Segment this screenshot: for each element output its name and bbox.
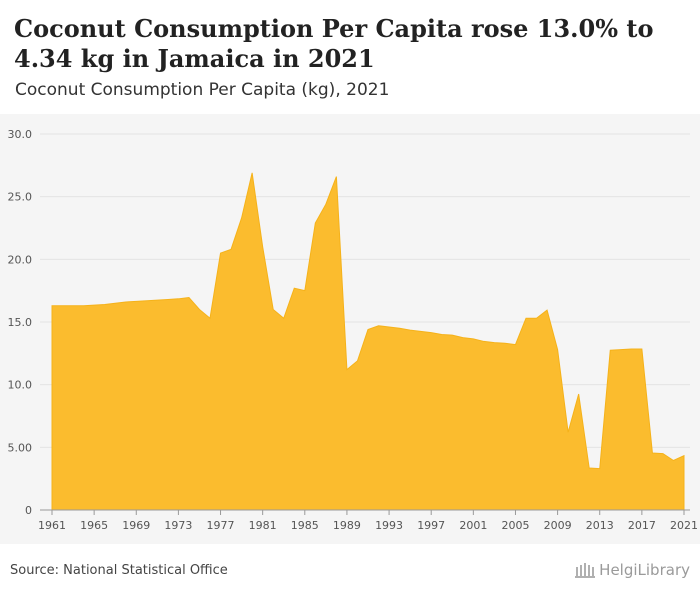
y-tick-label: 0 [25, 504, 32, 517]
x-tick-label: 1981 [249, 519, 277, 532]
x-tick-label: 1997 [417, 519, 445, 532]
x-tick-label: 2021 [670, 519, 698, 532]
x-tick-label: 1969 [122, 519, 150, 532]
x-tick-label: 2013 [586, 519, 614, 532]
y-tick-label: 5.00 [8, 441, 33, 454]
page-title: Coconut Consumption Per Capita rose 13.0… [14, 14, 654, 73]
x-tick-label: 1973 [164, 519, 192, 532]
y-tick-label: 15.0 [8, 316, 33, 329]
chart-subtitle: Coconut Consumption Per Capita (kg), 202… [15, 80, 390, 100]
x-axis-ticks [51, 510, 685, 515]
x-tick-label: 2001 [459, 519, 487, 532]
x-tick-label: 2005 [501, 519, 529, 532]
y-tick-label: 30.0 [8, 128, 33, 141]
x-tick-label: 1961 [38, 519, 66, 532]
source-note: Source: National Statistical Office [10, 563, 228, 578]
x-tick-label: 1965 [80, 519, 108, 532]
x-tick-label: 1989 [333, 519, 361, 532]
y-tick-label: 10.0 [8, 379, 33, 392]
y-tick-label: 20.0 [8, 253, 33, 266]
x-axis-labels: 1961 1965 1969 1973 1977 1981 1985 1989 1993 1997… [38, 519, 698, 532]
logo-text: HelgiLibrary [599, 561, 690, 579]
y-tick-label: 25.0 [8, 191, 33, 204]
x-tick-label: 2017 [628, 519, 656, 532]
x-tick-label: 1977 [207, 519, 235, 532]
x-tick-label: 2009 [544, 519, 572, 532]
y-axis-labels: 0 5.00 10.0 15.0 20.0 25.0 30.0 [8, 128, 33, 517]
x-tick-label: 1993 [375, 519, 403, 532]
helgi-library-logo: HelgiLibrary [575, 561, 690, 579]
x-tick-label: 1985 [291, 519, 319, 532]
library-building-icon [575, 563, 596, 578]
area-series [51, 172, 685, 511]
